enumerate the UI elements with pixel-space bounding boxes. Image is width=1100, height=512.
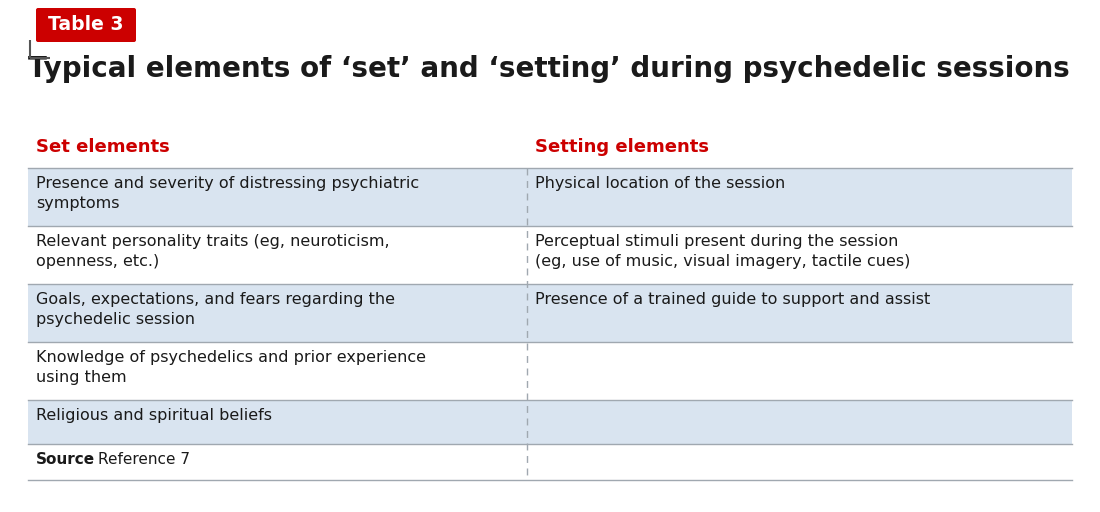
- Text: Relevant personality traits (eg, neuroticism,
openness, etc.): Relevant personality traits (eg, neuroti…: [36, 234, 389, 269]
- Bar: [28, 342, 1072, 400]
- Bar: [28, 444, 1072, 480]
- Text: Presence and severity of distressing psychiatric
symptoms: Presence and severity of distressing psy…: [36, 176, 419, 211]
- FancyBboxPatch shape: [36, 8, 136, 42]
- Text: Religious and spiritual beliefs: Religious and spiritual beliefs: [36, 408, 272, 423]
- Text: Physical location of the session: Physical location of the session: [535, 176, 785, 191]
- Bar: [28, 226, 1072, 284]
- Bar: [28, 284, 1072, 342]
- Text: Presence of a trained guide to support and assist: Presence of a trained guide to support a…: [535, 292, 931, 307]
- Text: Set elements: Set elements: [36, 138, 169, 156]
- Text: Goals, expectations, and fears regarding the
psychedelic session: Goals, expectations, and fears regarding…: [36, 292, 395, 327]
- Text: Setting elements: Setting elements: [535, 138, 710, 156]
- Text: : Reference 7: : Reference 7: [88, 452, 190, 467]
- Text: Knowledge of psychedelics and prior experience
using them: Knowledge of psychedelics and prior expe…: [36, 350, 426, 385]
- Bar: [28, 400, 1072, 444]
- Bar: [28, 168, 1072, 226]
- Text: Source: Source: [36, 452, 95, 467]
- Text: Typical elements of ‘set’ and ‘setting’ during psychedelic sessions: Typical elements of ‘set’ and ‘setting’ …: [28, 55, 1069, 83]
- Text: Table 3: Table 3: [48, 15, 123, 34]
- Text: Perceptual stimuli present during the session
(eg, use of music, visual imagery,: Perceptual stimuli present during the se…: [535, 234, 911, 269]
